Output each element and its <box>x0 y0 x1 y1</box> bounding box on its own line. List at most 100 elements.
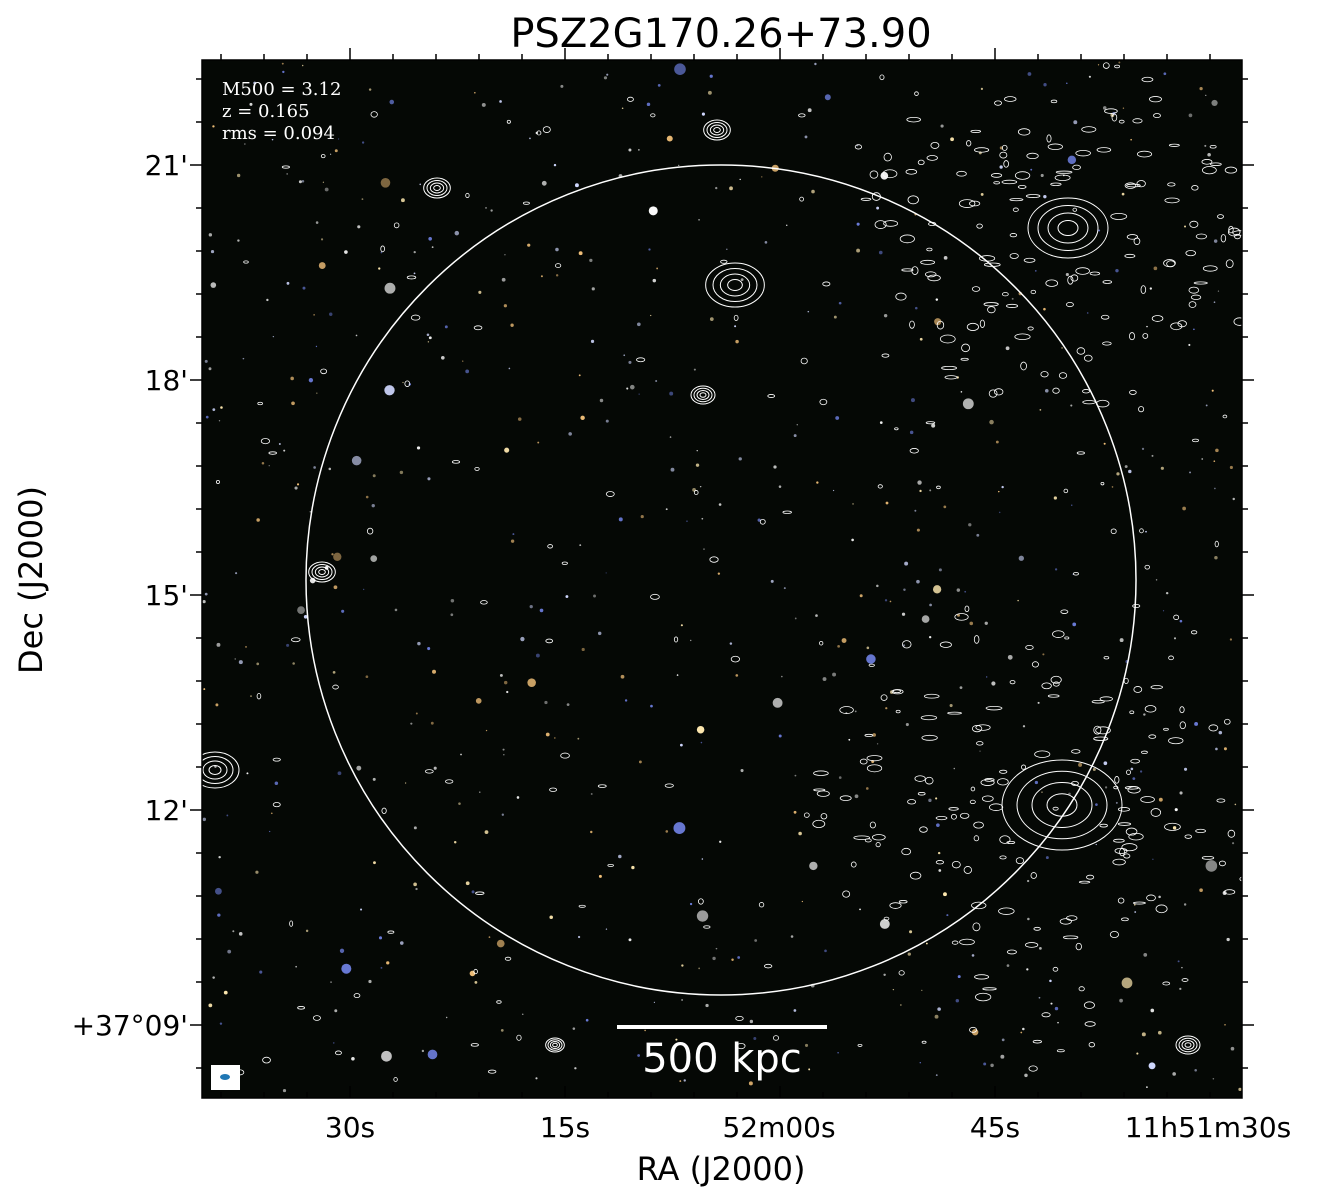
contour <box>927 274 941 282</box>
source <box>378 936 383 940</box>
source <box>205 415 209 419</box>
contour <box>1201 159 1213 165</box>
source <box>599 398 604 403</box>
source <box>626 387 629 390</box>
source <box>282 1088 287 1093</box>
source <box>1143 713 1146 716</box>
source <box>286 281 290 285</box>
source <box>1088 75 1091 78</box>
source <box>841 638 847 643</box>
source <box>905 722 909 727</box>
source <box>315 221 319 224</box>
contour <box>936 485 941 490</box>
contour <box>874 220 887 229</box>
contour <box>1188 301 1197 308</box>
contour <box>1088 1042 1095 1048</box>
contour <box>1117 897 1125 904</box>
source <box>250 695 252 697</box>
source <box>234 658 236 660</box>
contour <box>1100 481 1105 486</box>
y-tick-label: +37°09' <box>72 1009 188 1042</box>
source <box>503 304 507 308</box>
source <box>361 141 365 144</box>
source <box>413 272 416 275</box>
contour <box>673 636 679 643</box>
source <box>934 1014 939 1019</box>
source <box>305 929 309 933</box>
contour <box>1004 96 1017 102</box>
source <box>946 914 949 917</box>
source <box>1151 454 1154 457</box>
contour <box>1091 699 1105 704</box>
source <box>665 508 668 511</box>
source <box>235 572 238 575</box>
source <box>637 1054 641 1057</box>
source <box>790 935 794 938</box>
source <box>669 391 674 396</box>
source <box>426 333 430 337</box>
contour <box>1124 786 1139 790</box>
contour <box>1272 746 1290 751</box>
source <box>341 963 352 974</box>
contour <box>268 451 277 455</box>
source <box>365 675 369 679</box>
source <box>313 314 315 316</box>
contour <box>1146 894 1156 902</box>
source <box>636 322 641 327</box>
source <box>638 148 640 151</box>
source <box>1072 622 1077 627</box>
source <box>541 180 547 186</box>
source <box>943 505 947 509</box>
source <box>577 935 581 939</box>
source <box>334 149 338 153</box>
source <box>885 501 889 505</box>
source <box>590 339 595 344</box>
source <box>341 609 345 613</box>
contour <box>1227 829 1236 838</box>
contour <box>1175 1035 1201 1055</box>
source <box>1119 638 1124 643</box>
contour <box>257 401 263 406</box>
contour <box>864 838 872 843</box>
contour <box>1190 630 1198 635</box>
source <box>427 477 431 481</box>
source <box>991 681 996 686</box>
contour <box>939 641 952 648</box>
source <box>1086 312 1089 314</box>
source <box>943 255 948 260</box>
contour <box>958 199 976 208</box>
contour <box>1113 785 1119 790</box>
source <box>474 980 478 984</box>
source <box>415 712 418 715</box>
contour <box>1037 205 1099 251</box>
contour <box>555 263 562 268</box>
source <box>1065 272 1069 277</box>
source <box>1054 568 1058 571</box>
source <box>1177 960 1180 963</box>
contour <box>1083 1001 1095 1009</box>
source <box>1078 762 1083 767</box>
source <box>238 660 243 665</box>
contour <box>1096 147 1112 153</box>
source <box>413 882 417 887</box>
source <box>1155 579 1158 581</box>
source <box>540 275 543 278</box>
contour <box>909 448 919 454</box>
source <box>368 979 372 984</box>
contour <box>1075 149 1091 157</box>
source <box>919 1062 921 1064</box>
source <box>907 952 911 956</box>
source <box>1119 998 1123 1003</box>
contour <box>1056 1049 1065 1053</box>
contour <box>921 734 938 741</box>
source <box>1199 888 1203 892</box>
source <box>794 774 797 777</box>
source <box>683 1079 686 1082</box>
contour <box>320 154 326 159</box>
contour <box>1132 901 1146 905</box>
source <box>984 621 988 625</box>
source <box>824 949 827 953</box>
source <box>631 865 635 870</box>
contour <box>496 1000 502 1004</box>
source <box>360 908 363 911</box>
